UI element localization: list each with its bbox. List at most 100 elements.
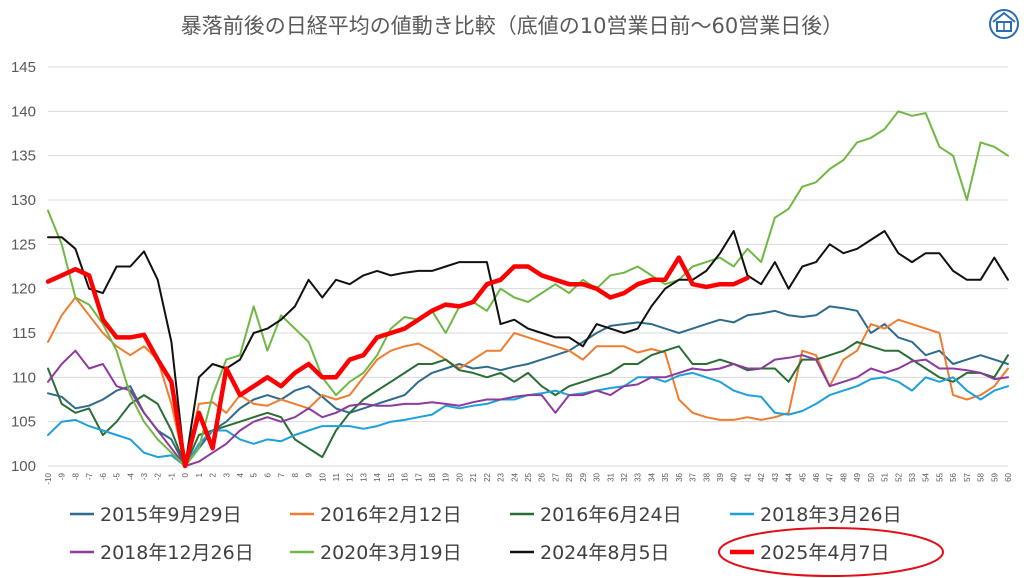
legend-label: 2018年12月26日 bbox=[100, 542, 254, 564]
x-tick-label: -7 bbox=[85, 472, 94, 480]
legend-item: 2015年9月29日 bbox=[70, 504, 242, 526]
x-tick-label: 35 bbox=[661, 472, 670, 481]
legend-label: 2016年6月24日 bbox=[540, 504, 682, 526]
x-tick-label: 14 bbox=[373, 472, 382, 481]
x-tick-label: 4 bbox=[236, 472, 245, 477]
x-tick-label: 1 bbox=[195, 472, 204, 477]
x-tick-label: 56 bbox=[949, 472, 958, 481]
x-tick-label: 34 bbox=[647, 472, 656, 481]
x-tick-label: 25 bbox=[524, 472, 533, 481]
x-tick-label: 42 bbox=[757, 472, 766, 481]
x-tick-label: 3 bbox=[222, 472, 231, 477]
y-tick-label: 120 bbox=[11, 281, 36, 298]
x-tick-label: 52 bbox=[894, 472, 903, 481]
x-tick-label: 9 bbox=[305, 472, 314, 477]
x-tick-label: 0 bbox=[181, 472, 190, 477]
y-axis-ticks: 100 105 110 115 120 125 130 135 140 145 bbox=[11, 59, 36, 475]
x-tick-label: 21 bbox=[469, 472, 478, 481]
legend: 2015年9月29日 2016年2月12日 2016年6月24日 2018年3月26日… bbox=[70, 504, 902, 564]
legend-item: 2016年2月12日 bbox=[290, 504, 462, 526]
x-tick-label: 11 bbox=[332, 472, 341, 481]
legend-label: 2025年4月7日 bbox=[760, 542, 890, 564]
x-tick-label: 50 bbox=[867, 472, 876, 481]
x-tick-label: 20 bbox=[455, 472, 464, 481]
x-tick-label: 26 bbox=[538, 472, 547, 481]
series-line bbox=[45, 255, 750, 469]
x-tick-label: 10 bbox=[318, 472, 327, 481]
x-tick-label: 47 bbox=[826, 472, 835, 481]
y-tick-label: 110 bbox=[12, 369, 36, 386]
x-tick-label: 44 bbox=[785, 472, 794, 481]
series-lines bbox=[45, 110, 1009, 469]
legend-item: 2018年12月26日 bbox=[70, 542, 254, 564]
x-tick-label: 6 bbox=[263, 472, 272, 477]
x-tick-label: -4 bbox=[126, 472, 135, 480]
y-tick-label: 140 bbox=[11, 103, 36, 120]
x-tick-label: 49 bbox=[853, 472, 862, 481]
legend-label: 2024年8月5日 bbox=[540, 542, 670, 564]
x-tick-label: 28 bbox=[565, 472, 574, 481]
x-tick-label: 30 bbox=[593, 472, 602, 481]
x-tick-label: -2 bbox=[154, 472, 163, 480]
x-tick-label: 59 bbox=[990, 472, 999, 481]
legend-label: 2015年9月29日 bbox=[100, 504, 242, 526]
x-tick-label: 15 bbox=[387, 472, 396, 481]
series-line bbox=[47, 110, 1009, 467]
x-tick-label: 60 bbox=[1004, 472, 1013, 481]
x-tick-label: -8 bbox=[71, 472, 80, 480]
x-tick-label: 32 bbox=[620, 472, 629, 481]
x-tick-label: 12 bbox=[346, 472, 355, 481]
x-tick-label: 17 bbox=[414, 472, 423, 481]
x-tick-label: 13 bbox=[359, 472, 368, 481]
x-tick-label: 5 bbox=[250, 472, 259, 477]
legend-label: 2020年3月19日 bbox=[320, 542, 462, 564]
x-tick-label: 24 bbox=[510, 472, 519, 481]
series-line bbox=[47, 296, 1009, 467]
x-tick-label: -10 bbox=[44, 472, 53, 484]
y-tick-label: 105 bbox=[11, 414, 36, 431]
x-tick-label: 8 bbox=[291, 472, 300, 477]
x-tick-label: 38 bbox=[702, 472, 711, 481]
x-tick-label: 22 bbox=[483, 472, 492, 481]
x-tick-label: -9 bbox=[58, 472, 67, 480]
legend-item: 2020年3月19日 bbox=[290, 542, 462, 564]
x-tick-label: 33 bbox=[634, 472, 643, 481]
legend-item: 2025年4月7日 bbox=[730, 542, 890, 564]
x-tick-label: 55 bbox=[935, 472, 944, 481]
y-tick-label: 130 bbox=[11, 192, 36, 209]
x-tick-label: 40 bbox=[730, 472, 739, 481]
x-tick-label: 29 bbox=[579, 472, 588, 481]
legend-label: 2018年3月26日 bbox=[760, 504, 902, 526]
legend-item: 2016年6月24日 bbox=[510, 504, 682, 526]
y-tick-label: 125 bbox=[11, 236, 36, 253]
x-tick-label: 45 bbox=[798, 472, 807, 481]
x-tick-label: 46 bbox=[812, 472, 821, 481]
x-tick-label: 53 bbox=[908, 472, 917, 481]
x-tick-label: 57 bbox=[963, 472, 972, 481]
legend-label: 2016年2月12日 bbox=[320, 504, 462, 526]
x-tick-label: 23 bbox=[497, 472, 506, 481]
x-tick-label: 36 bbox=[675, 472, 684, 481]
x-tick-label: -1 bbox=[167, 472, 176, 480]
x-tick-label: 54 bbox=[922, 472, 931, 481]
chart-title: 暴落前後の日経平均の値動き比較（底値の10営業日前〜60営業日後） bbox=[181, 14, 843, 38]
x-tick-label: 27 bbox=[551, 472, 560, 481]
y-tick-label: 100 bbox=[11, 458, 36, 475]
x-tick-label: 18 bbox=[428, 472, 437, 481]
series-line bbox=[47, 349, 1009, 467]
legend-highlight-circle bbox=[718, 527, 944, 577]
x-tick-label: 19 bbox=[442, 472, 451, 481]
x-tick-label: 43 bbox=[771, 472, 780, 481]
x-tick-label: -3 bbox=[140, 472, 149, 480]
y-tick-label: 115 bbox=[12, 325, 36, 342]
x-tick-label: 16 bbox=[401, 472, 410, 481]
x-tick-label: -6 bbox=[99, 472, 108, 480]
y-tick-label: 145 bbox=[11, 59, 36, 76]
legend-item: 2024年8月5日 bbox=[510, 542, 670, 564]
x-tick-label: 37 bbox=[689, 472, 698, 481]
x-tick-label: 51 bbox=[881, 472, 890, 481]
x-tick-label: 31 bbox=[606, 472, 615, 481]
x-tick-label: 39 bbox=[716, 472, 725, 481]
x-axis-ticks: -10 -9 -8 -7 -6 -5 -4 -3 -2 -1 0 1 2 3 4 5 6 7 8 9 10 11 12 13 1… bbox=[44, 472, 1013, 484]
